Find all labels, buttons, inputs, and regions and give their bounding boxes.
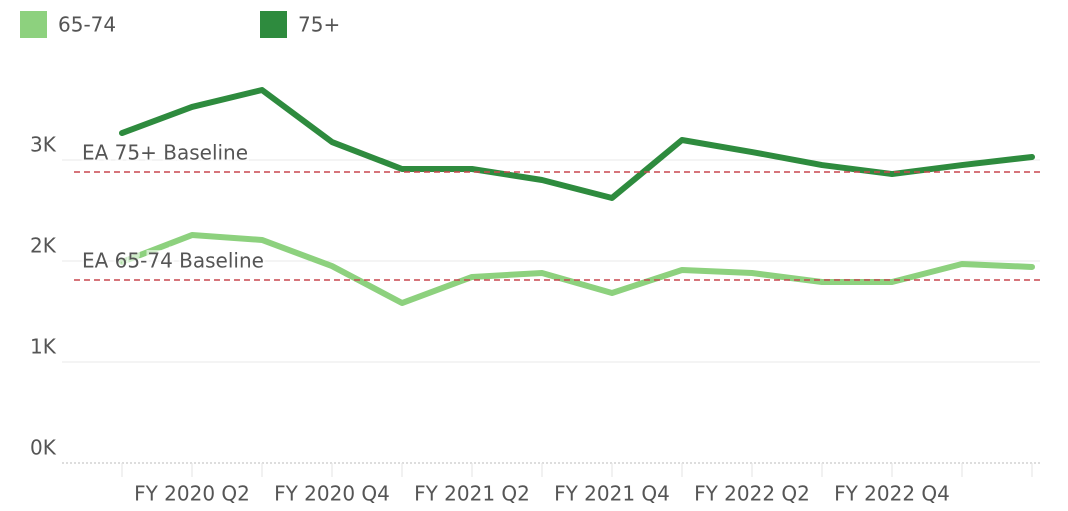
series-line — [119, 232, 1035, 307]
x-tick-label: FY 2020 Q2 — [134, 482, 250, 506]
y-tick-label: 2K — [30, 234, 57, 258]
baseline-label: EA 65-74 Baseline — [82, 248, 264, 272]
series-line — [119, 87, 1035, 201]
y-tick-label: 0K — [30, 436, 57, 460]
baseline-label: EA 75+ Baseline — [82, 141, 248, 165]
x-tick-label: FY 2022 Q2 — [694, 482, 810, 506]
legend-label: 75+ — [298, 13, 340, 37]
x-tick-label: FY 2021 Q4 — [554, 482, 670, 506]
x-tick-label: FY 2020 Q4 — [274, 482, 390, 506]
y-tick-label: 3K — [30, 133, 57, 157]
x-tick-label: FY 2022 Q4 — [834, 482, 950, 506]
legend-label: 65-74 — [58, 13, 116, 37]
y-tick-label: 1K — [30, 335, 57, 359]
legend-swatch — [20, 11, 47, 38]
x-tick-label: FY 2021 Q2 — [414, 482, 530, 506]
legend-swatch — [260, 11, 287, 38]
